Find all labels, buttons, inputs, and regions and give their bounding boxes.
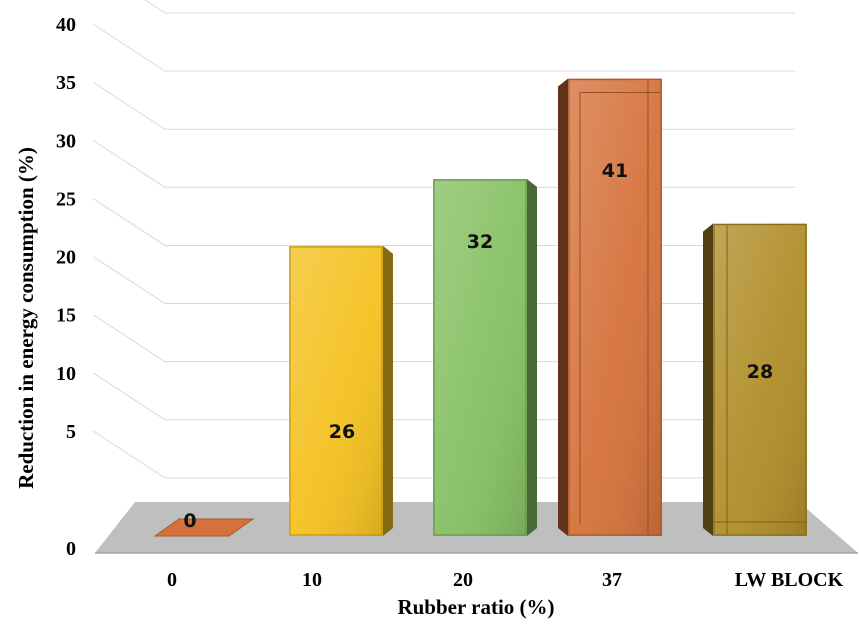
bar-outline [713,223,807,536]
gridline-side [92,314,166,363]
bars [153,78,807,537]
gridline-side [92,372,166,421]
bar-side [383,245,393,536]
bar-plate [153,518,255,537]
x-tick-label: 0 [167,569,177,591]
bar-shine [713,223,807,536]
value-label: 26 [329,421,355,443]
y-tick-label: 0 [66,538,76,560]
gridline-side [92,256,166,304]
y-tick-label: 15 [56,305,76,327]
y-tick-label: 20 [56,247,76,269]
bar-side [558,78,568,537]
y-tick-label: 35 [56,72,76,94]
bar-0 [153,518,255,537]
x-tick-label: 20 [453,569,473,591]
bar-shine [568,78,662,537]
value-labels: 0 26 32 41 28 [183,160,773,532]
bar-shine [433,178,527,536]
value-label: 28 [747,361,773,383]
gridline-side [92,430,166,479]
bar-outline [289,246,383,536]
y-tick-label: 40 [56,14,76,36]
value-label: 41 [602,160,628,182]
x-tick-labels: 0 10 20 37 LW BLOCK [167,569,844,591]
gridline-side [92,81,166,130]
value-label: 0 [183,510,196,532]
bar-20 [433,178,537,536]
bar-outline [568,78,662,536]
bar-outline [433,179,527,536]
y-tick-labels: 051015202530354045 [56,14,76,560]
bar-37 [558,78,662,537]
bar-lw-block [703,223,807,536]
gridline-side [144,0,166,14]
y-tick-label: 10 [56,363,76,385]
x-tick-label: 10 [302,569,322,591]
x-axis-title: Rubber ratio (%) [397,595,554,619]
bar-10 [289,245,393,536]
bar-side [527,178,537,536]
x-tick-label: 37 [602,569,622,591]
value-label: 32 [467,231,493,253]
bar-shine [289,245,383,536]
gridline-side [92,198,166,246]
y-tick-label: 5 [66,421,76,443]
bar-side [703,223,713,536]
gridline-side [92,139,166,188]
y-tick-label: 30 [56,130,76,152]
gridline-side [92,23,166,72]
y-tick-label: 25 [56,188,76,210]
y-axis-title: Reduction in energy consumption (%) [14,147,38,489]
x-tick-label: LW BLOCK [735,569,844,591]
